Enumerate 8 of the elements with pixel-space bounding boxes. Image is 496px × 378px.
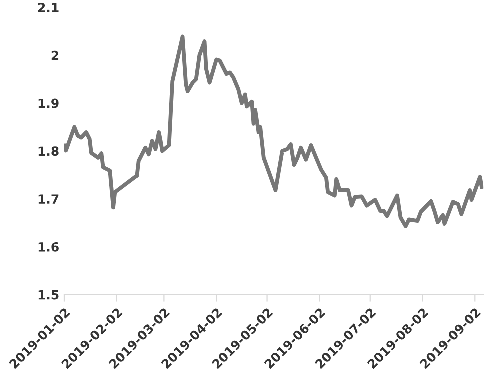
y-tick-label: 2 — [52, 50, 59, 60]
y-tick-label: 1.7 — [38, 194, 59, 204]
y-tick-label: 2.1 — [38, 3, 59, 12]
y-tick-label: 1.5 — [38, 290, 59, 300]
line-series — [64, 34, 484, 228]
y-tick-label: 1.6 — [38, 242, 59, 252]
y-tick-label: 1.9 — [38, 98, 59, 108]
y-tick-label: 1.8 — [38, 146, 59, 156]
